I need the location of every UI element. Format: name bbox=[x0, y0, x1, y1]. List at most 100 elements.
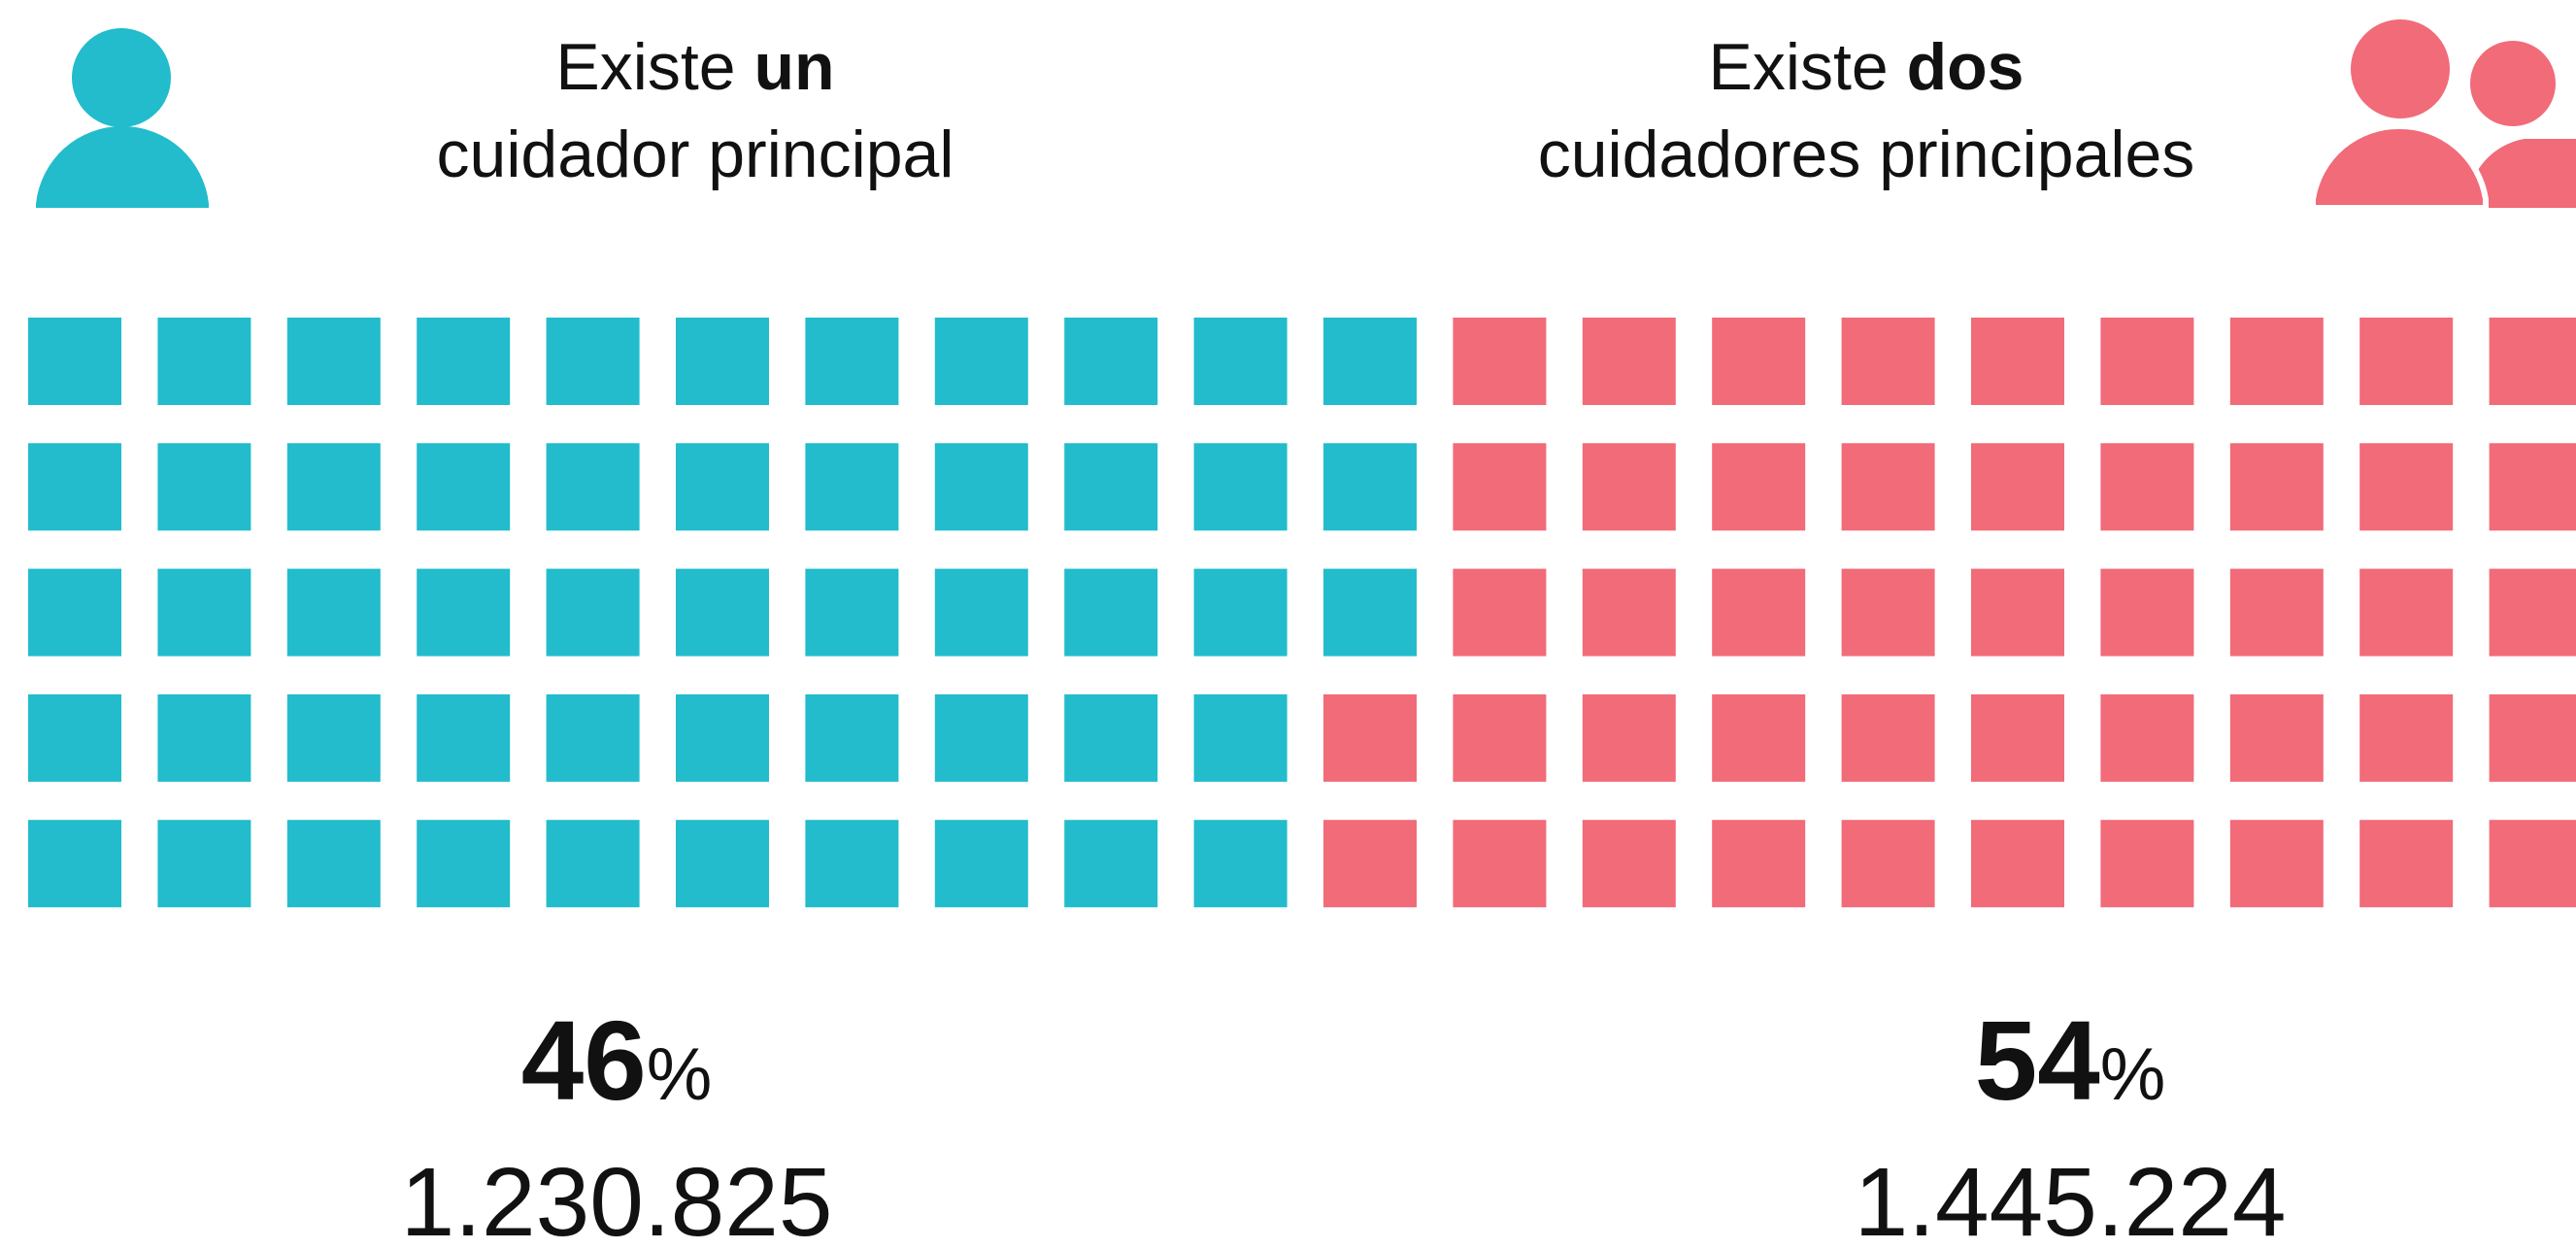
value-number: 54 bbox=[1975, 997, 2100, 1124]
waffle-cell bbox=[1841, 318, 1935, 405]
count-label: 1.445.224 bbox=[1855, 1148, 2287, 1249]
waffle-cell bbox=[1712, 568, 1806, 657]
waffle-cell bbox=[2359, 568, 2454, 657]
waffle-cell bbox=[157, 318, 251, 405]
waffle-cell bbox=[157, 568, 251, 657]
value-unit: % bbox=[2100, 1033, 2166, 1116]
waffle-cell bbox=[1971, 318, 2064, 405]
waffle-cell bbox=[2489, 693, 2576, 782]
waffle-cell bbox=[157, 693, 251, 782]
heading-text: Existe bbox=[1709, 30, 1907, 104]
icon-two-people bbox=[2310, 19, 2576, 211]
value-label: 46% bbox=[521, 997, 713, 1124]
waffle-cell bbox=[1971, 443, 2064, 531]
waffle-cell bbox=[2359, 693, 2454, 782]
heading-emphasis: un bbox=[754, 30, 835, 104]
waffle-cell bbox=[805, 568, 899, 657]
waffle-cell bbox=[546, 693, 640, 782]
waffle-cell bbox=[1453, 820, 1547, 908]
waffle-cell bbox=[2489, 568, 2576, 657]
waffle-cell bbox=[676, 693, 769, 782]
waffle-cell bbox=[157, 443, 251, 531]
waffle-cell bbox=[1323, 318, 1417, 405]
value-number: 46 bbox=[521, 997, 647, 1124]
waffle-cell bbox=[1193, 443, 1288, 531]
waffle-cell bbox=[1712, 318, 1806, 405]
value-unit: % bbox=[647, 1033, 713, 1116]
waffle-cell bbox=[1453, 693, 1547, 782]
waffle-cell bbox=[1323, 568, 1417, 657]
waffle-cell bbox=[417, 318, 511, 405]
waffle-cell bbox=[286, 820, 381, 908]
waffle-cell bbox=[676, 443, 769, 531]
count-label: 1.230.825 bbox=[401, 1148, 833, 1249]
waffle-cell bbox=[1841, 568, 1935, 657]
waffle-cell bbox=[1582, 693, 1676, 782]
waffle-cell bbox=[1971, 693, 2064, 782]
waffle-cell bbox=[417, 693, 511, 782]
waffle-cell bbox=[2100, 693, 2194, 782]
waffle-cell bbox=[1193, 568, 1288, 657]
waffle-cell bbox=[28, 820, 121, 908]
waffle-cell bbox=[2359, 820, 2454, 908]
waffle-cell bbox=[2489, 443, 2576, 531]
waffle-cell bbox=[1064, 820, 1158, 908]
waffle-cell bbox=[157, 820, 251, 908]
waffle-cell bbox=[1971, 820, 2064, 908]
waffle-cell bbox=[1582, 568, 1676, 657]
waffle-cell bbox=[1064, 568, 1158, 657]
waffle-cell bbox=[805, 443, 899, 531]
waffle-cell bbox=[1193, 820, 1288, 908]
icon-head bbox=[2470, 41, 2556, 126]
heading-emphasis: dos bbox=[1907, 30, 2024, 104]
waffle-cell bbox=[1453, 318, 1547, 405]
waffle-cell bbox=[286, 693, 381, 782]
waffle-cell bbox=[1582, 820, 1676, 908]
icon-single-person bbox=[36, 28, 209, 208]
waffle-cell bbox=[2229, 820, 2324, 908]
icon-body bbox=[36, 125, 209, 208]
waffle-cell bbox=[1453, 443, 1547, 531]
waffle-cell bbox=[2100, 443, 2194, 531]
waffle-cell bbox=[546, 568, 640, 657]
waffle-cell bbox=[286, 568, 381, 657]
waffle-cell bbox=[1323, 443, 1417, 531]
series-heading-line2: cuidador principal bbox=[437, 118, 954, 191]
waffle-cell bbox=[1841, 443, 1935, 531]
series-heading: Existe un bbox=[555, 30, 834, 104]
icon-head bbox=[72, 28, 171, 127]
waffle-cell bbox=[934, 693, 1028, 782]
waffle-cell bbox=[934, 318, 1028, 405]
waffle-cell bbox=[286, 318, 381, 405]
waffle-cell bbox=[805, 693, 899, 782]
icon-body bbox=[2471, 139, 2576, 208]
waffle-cell bbox=[1453, 568, 1547, 657]
waffle-cell bbox=[286, 443, 381, 531]
waffle-cell bbox=[28, 318, 121, 405]
waffle-cell bbox=[546, 318, 640, 405]
waffle-cell bbox=[1841, 820, 1935, 908]
waffle-cell bbox=[2489, 820, 2576, 908]
waffle-cell bbox=[2229, 443, 2324, 531]
waffle-cell bbox=[2489, 318, 2576, 405]
waffle-cell bbox=[546, 443, 640, 531]
waffle-cell bbox=[1712, 820, 1806, 908]
waffle-cell bbox=[1193, 693, 1288, 782]
waffle-cell bbox=[546, 820, 640, 908]
waffle-cell bbox=[805, 318, 899, 405]
waffle-cell bbox=[1064, 443, 1158, 531]
waffle-cell bbox=[1712, 693, 1806, 782]
waffle-cell bbox=[1712, 443, 1806, 531]
icon-body bbox=[2310, 122, 2489, 211]
waffle-cell bbox=[417, 568, 511, 657]
waffle-cell bbox=[28, 568, 121, 657]
waffle-cell bbox=[2100, 820, 2194, 908]
waffle-cell bbox=[28, 443, 121, 531]
waffle-cell bbox=[1323, 820, 1417, 908]
waffle-cell bbox=[676, 318, 769, 405]
waffle-cell bbox=[1064, 693, 1158, 782]
series-heading: Existe dos bbox=[1709, 30, 2024, 104]
waffle-cell bbox=[2100, 568, 2194, 657]
